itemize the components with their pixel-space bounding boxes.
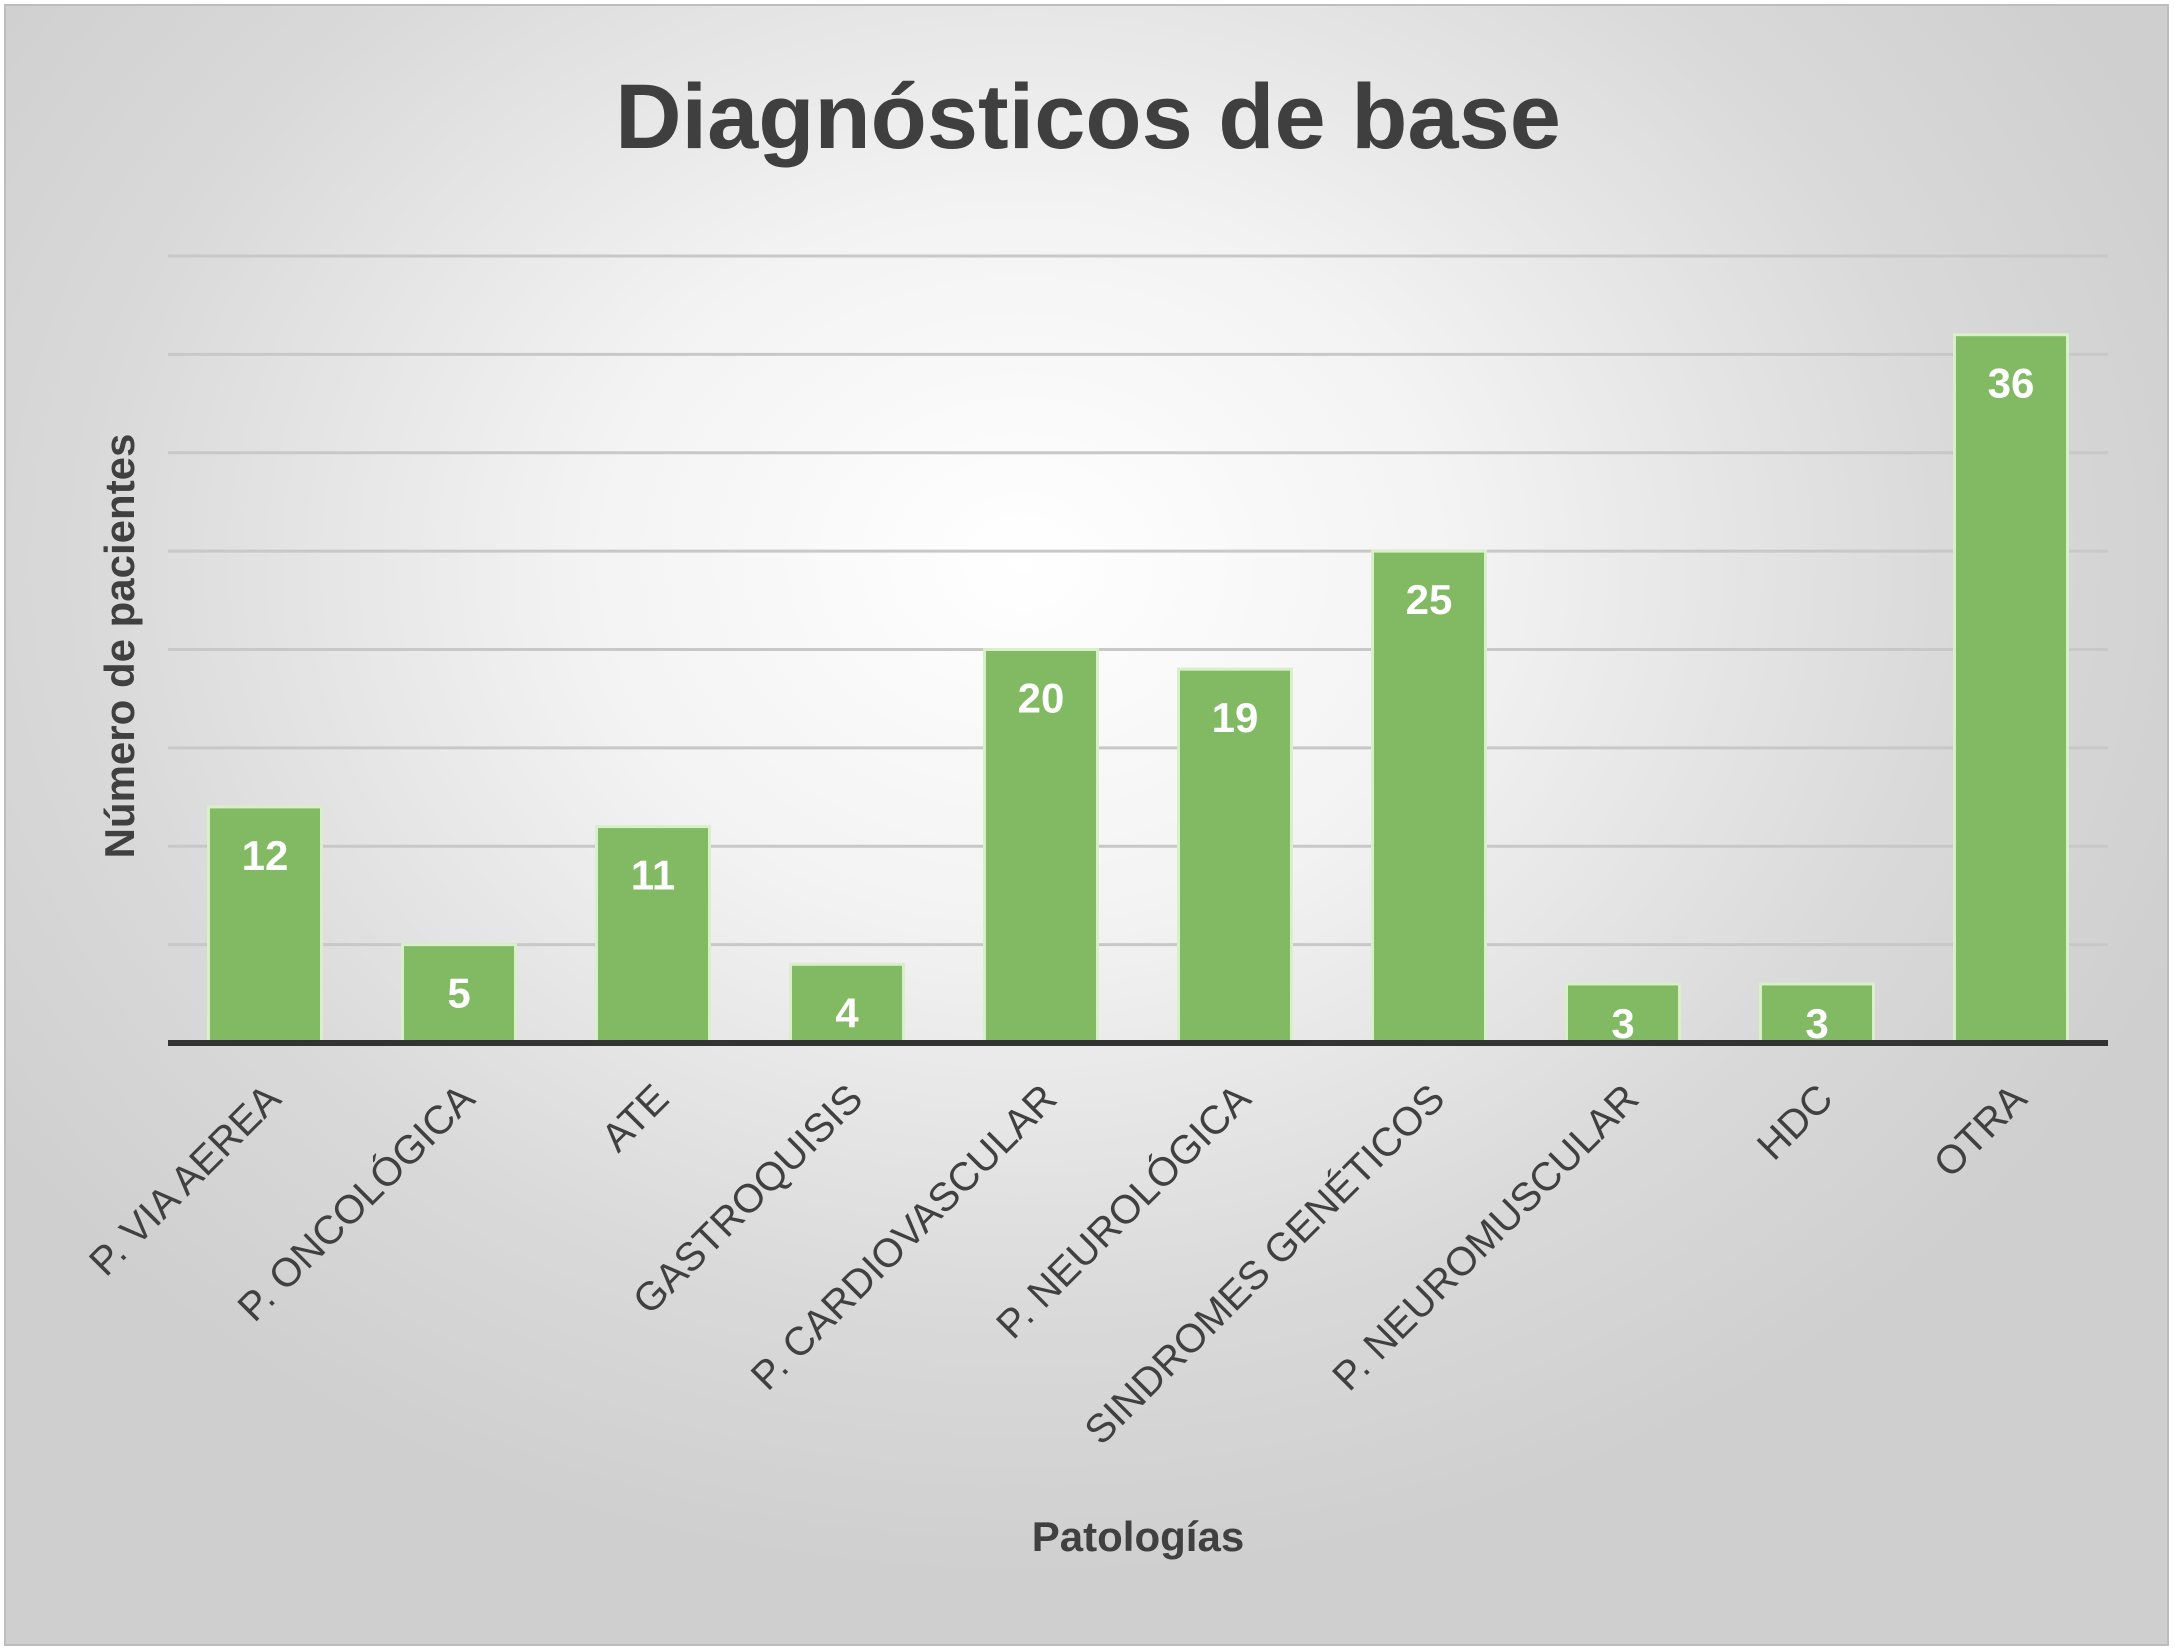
data-label-6: 25 — [1406, 576, 1453, 623]
data-labels: 12 5 11 4 20 19 25 3 3 36 — [242, 360, 2035, 1047]
data-label-7: 3 — [1611, 1000, 1634, 1047]
data-label-0: 12 — [242, 832, 289, 879]
x-tick-label-8: HDC — [1749, 1076, 1841, 1168]
bar-7 — [1565, 982, 1681, 1045]
data-label-4: 20 — [1018, 675, 1065, 722]
bar-5 — [1177, 667, 1293, 1045]
bar-4 — [983, 648, 1099, 1045]
gridlines — [168, 254, 2108, 947]
data-label-9: 36 — [1988, 360, 2035, 407]
x-tick-label-9: OTRA — [1926, 1076, 2036, 1186]
y-axis-title: Número de pacientes — [96, 434, 143, 859]
bar-6 — [1371, 549, 1487, 1045]
data-label-5: 19 — [1212, 694, 1259, 741]
chart-title: Diagnósticos de base — [615, 66, 1561, 168]
bars — [207, 333, 2069, 1045]
x-tick-label-6: SINDROMES GENÉTICOS — [1076, 1076, 1454, 1454]
bar-chart: Diagnósticos de base 12 5 11 4 20 19 25 3 3 36 P.… — [81, 66, 2108, 1560]
data-label-2: 11 — [631, 852, 675, 899]
x-axis-title: Patologías — [1032, 1513, 1244, 1560]
data-label-8: 3 — [1805, 1000, 1828, 1047]
x-tick-label-2: ATE — [593, 1076, 677, 1160]
x-tick-label-0: P. VIA AEREA — [81, 1076, 289, 1284]
data-label-1: 5 — [447, 970, 470, 1017]
bar-8 — [1759, 982, 1875, 1045]
bar-9 — [1953, 333, 2069, 1045]
chart-frame: Diagnósticos de base 12 5 11 4 20 19 25 3 3 36 P.… — [4, 4, 2169, 1646]
bar-2 — [595, 825, 711, 1045]
bar-3 — [789, 962, 905, 1045]
data-label-3: 4 — [835, 989, 859, 1036]
bar-0 — [207, 805, 323, 1045]
